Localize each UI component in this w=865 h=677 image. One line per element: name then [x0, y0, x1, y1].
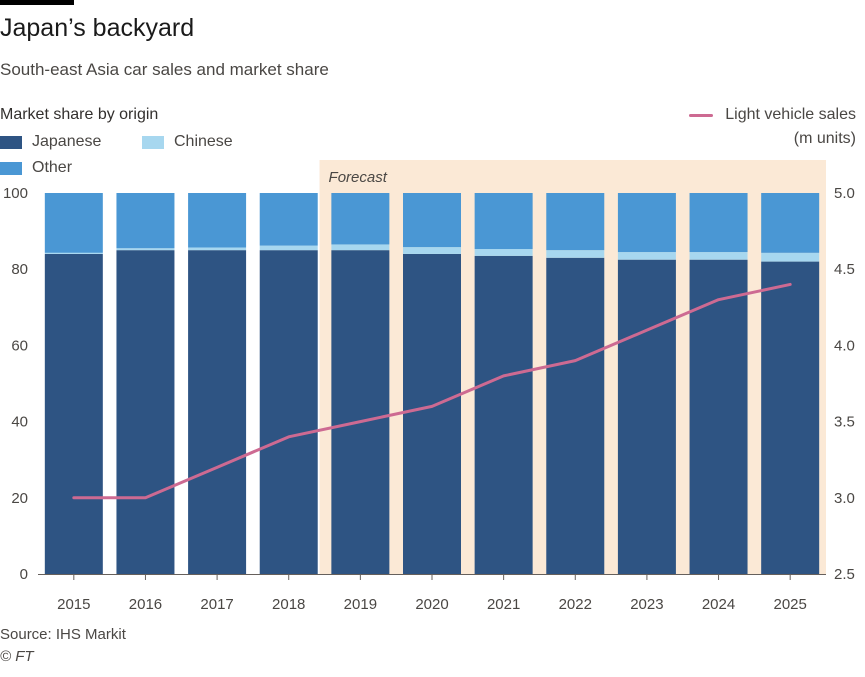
left-axis-tick-80: 80: [11, 261, 28, 278]
legend-item-other: Other: [0, 159, 72, 177]
forecast-label: Forecast: [329, 169, 388, 186]
right-axis-tick-3.5: 3.5: [834, 414, 855, 431]
right-axis-tick-5.0: 5.0: [834, 185, 855, 202]
legend-item-chinese: Chinese: [142, 133, 233, 151]
x-axis-tick-2019: 2019: [344, 596, 377, 613]
left-axis-tick-40: 40: [11, 414, 28, 431]
left-axis-tick-100: 100: [3, 185, 28, 202]
bar-chinese-2024: [689, 252, 748, 260]
bar-japanese-2022: [546, 257, 605, 574]
bar-other-2017: [188, 193, 247, 248]
copyright-note: © FT: [0, 648, 34, 665]
bar-chinese-2015: [44, 252, 103, 254]
bar-other-2020: [403, 193, 461, 248]
bar-other-2025: [761, 193, 820, 253]
legend-swatch-japanese: [0, 135, 22, 149]
legend-heading: Market share by origin: [0, 106, 159, 123]
bar-other-2015: [44, 193, 103, 253]
legend-label-line: Light vehicle sales: [725, 106, 856, 123]
bar-chinese-2023: [617, 252, 676, 260]
right-axis-unit: (m units): [793, 130, 856, 147]
bar-other-2019: [331, 193, 390, 245]
bar-japanese-2024: [689, 259, 748, 574]
legend-label-other: Other: [32, 159, 73, 176]
chart-title: Japan’s backyard: [0, 14, 195, 42]
bar-japanese-2023: [617, 259, 676, 574]
left-axis-tick-60: 60: [11, 337, 28, 354]
right-axis-tick-3.0: 3.0: [834, 490, 855, 507]
x-axis-tick-2018: 2018: [272, 596, 305, 613]
bar-chinese-2016: [116, 248, 175, 251]
bar-chinese-2021: [474, 249, 533, 256]
bar-chinese-2017: [188, 247, 247, 251]
legend-label-chinese: Chinese: [174, 133, 233, 150]
bar-japanese-2020: [403, 253, 461, 574]
bar-chinese-2018: [259, 245, 318, 251]
bar-chinese-2025: [761, 252, 820, 262]
chart-subtitle: South-east Asia car sales and market sha…: [0, 60, 329, 79]
x-axis-tick-2023: 2023: [630, 596, 663, 613]
legend-swatch-other: [0, 161, 22, 175]
x-axis-tick-2021: 2021: [487, 596, 520, 613]
bar-chinese-2022: [546, 250, 605, 258]
bar-japanese-2018: [259, 250, 318, 574]
bar-japanese-2017: [188, 250, 247, 574]
x-axis-tick-2020: 2020: [415, 596, 448, 613]
bar-other-2021: [474, 193, 533, 250]
light-vehicle-sales-line: [72, 282, 792, 500]
legend-item-japanese: Japanese: [0, 133, 101, 151]
x-axis-tick-2025: 2025: [773, 596, 806, 613]
legend-item-line: Light vehicle sales: [689, 106, 856, 124]
x-axis-tick-2022: 2022: [559, 596, 592, 613]
right-axis-tick-4.0: 4.0: [834, 337, 855, 354]
legend-swatch-chinese: [142, 135, 164, 149]
x-axis-tick-2024: 2024: [702, 596, 735, 613]
right-axis-tick-2.5: 2.5: [834, 566, 855, 583]
bar-japanese-2016: [116, 250, 175, 574]
bar-japanese-2019: [331, 250, 390, 574]
bar-japanese-2015: [44, 253, 103, 574]
right-axis-tick-4.5: 4.5: [834, 261, 855, 278]
left-axis-tick-0: 0: [20, 566, 28, 583]
header-rule: [0, 0, 74, 5]
left-axis-tick-20: 20: [11, 490, 28, 507]
bar-other-2024: [689, 193, 748, 253]
bar-chinese-2019: [331, 244, 390, 251]
bar-japanese-2025: [761, 261, 820, 574]
x-axis-tick-2017: 2017: [200, 596, 233, 613]
bar-other-2023: [617, 193, 676, 253]
bar-chinese-2020: [403, 247, 461, 254]
bar-japanese-2021: [474, 255, 533, 575]
bar-other-2022: [546, 193, 605, 251]
legend-swatch-line: [689, 113, 714, 117]
legend-label-japanese: Japanese: [32, 133, 102, 150]
x-axis-tick-2016: 2016: [129, 596, 162, 613]
bar-other-2018: [259, 193, 318, 246]
source-note: Source: IHS Markit: [0, 626, 126, 643]
x-axis-tick-2015: 2015: [57, 596, 90, 613]
bar-other-2016: [116, 193, 175, 249]
